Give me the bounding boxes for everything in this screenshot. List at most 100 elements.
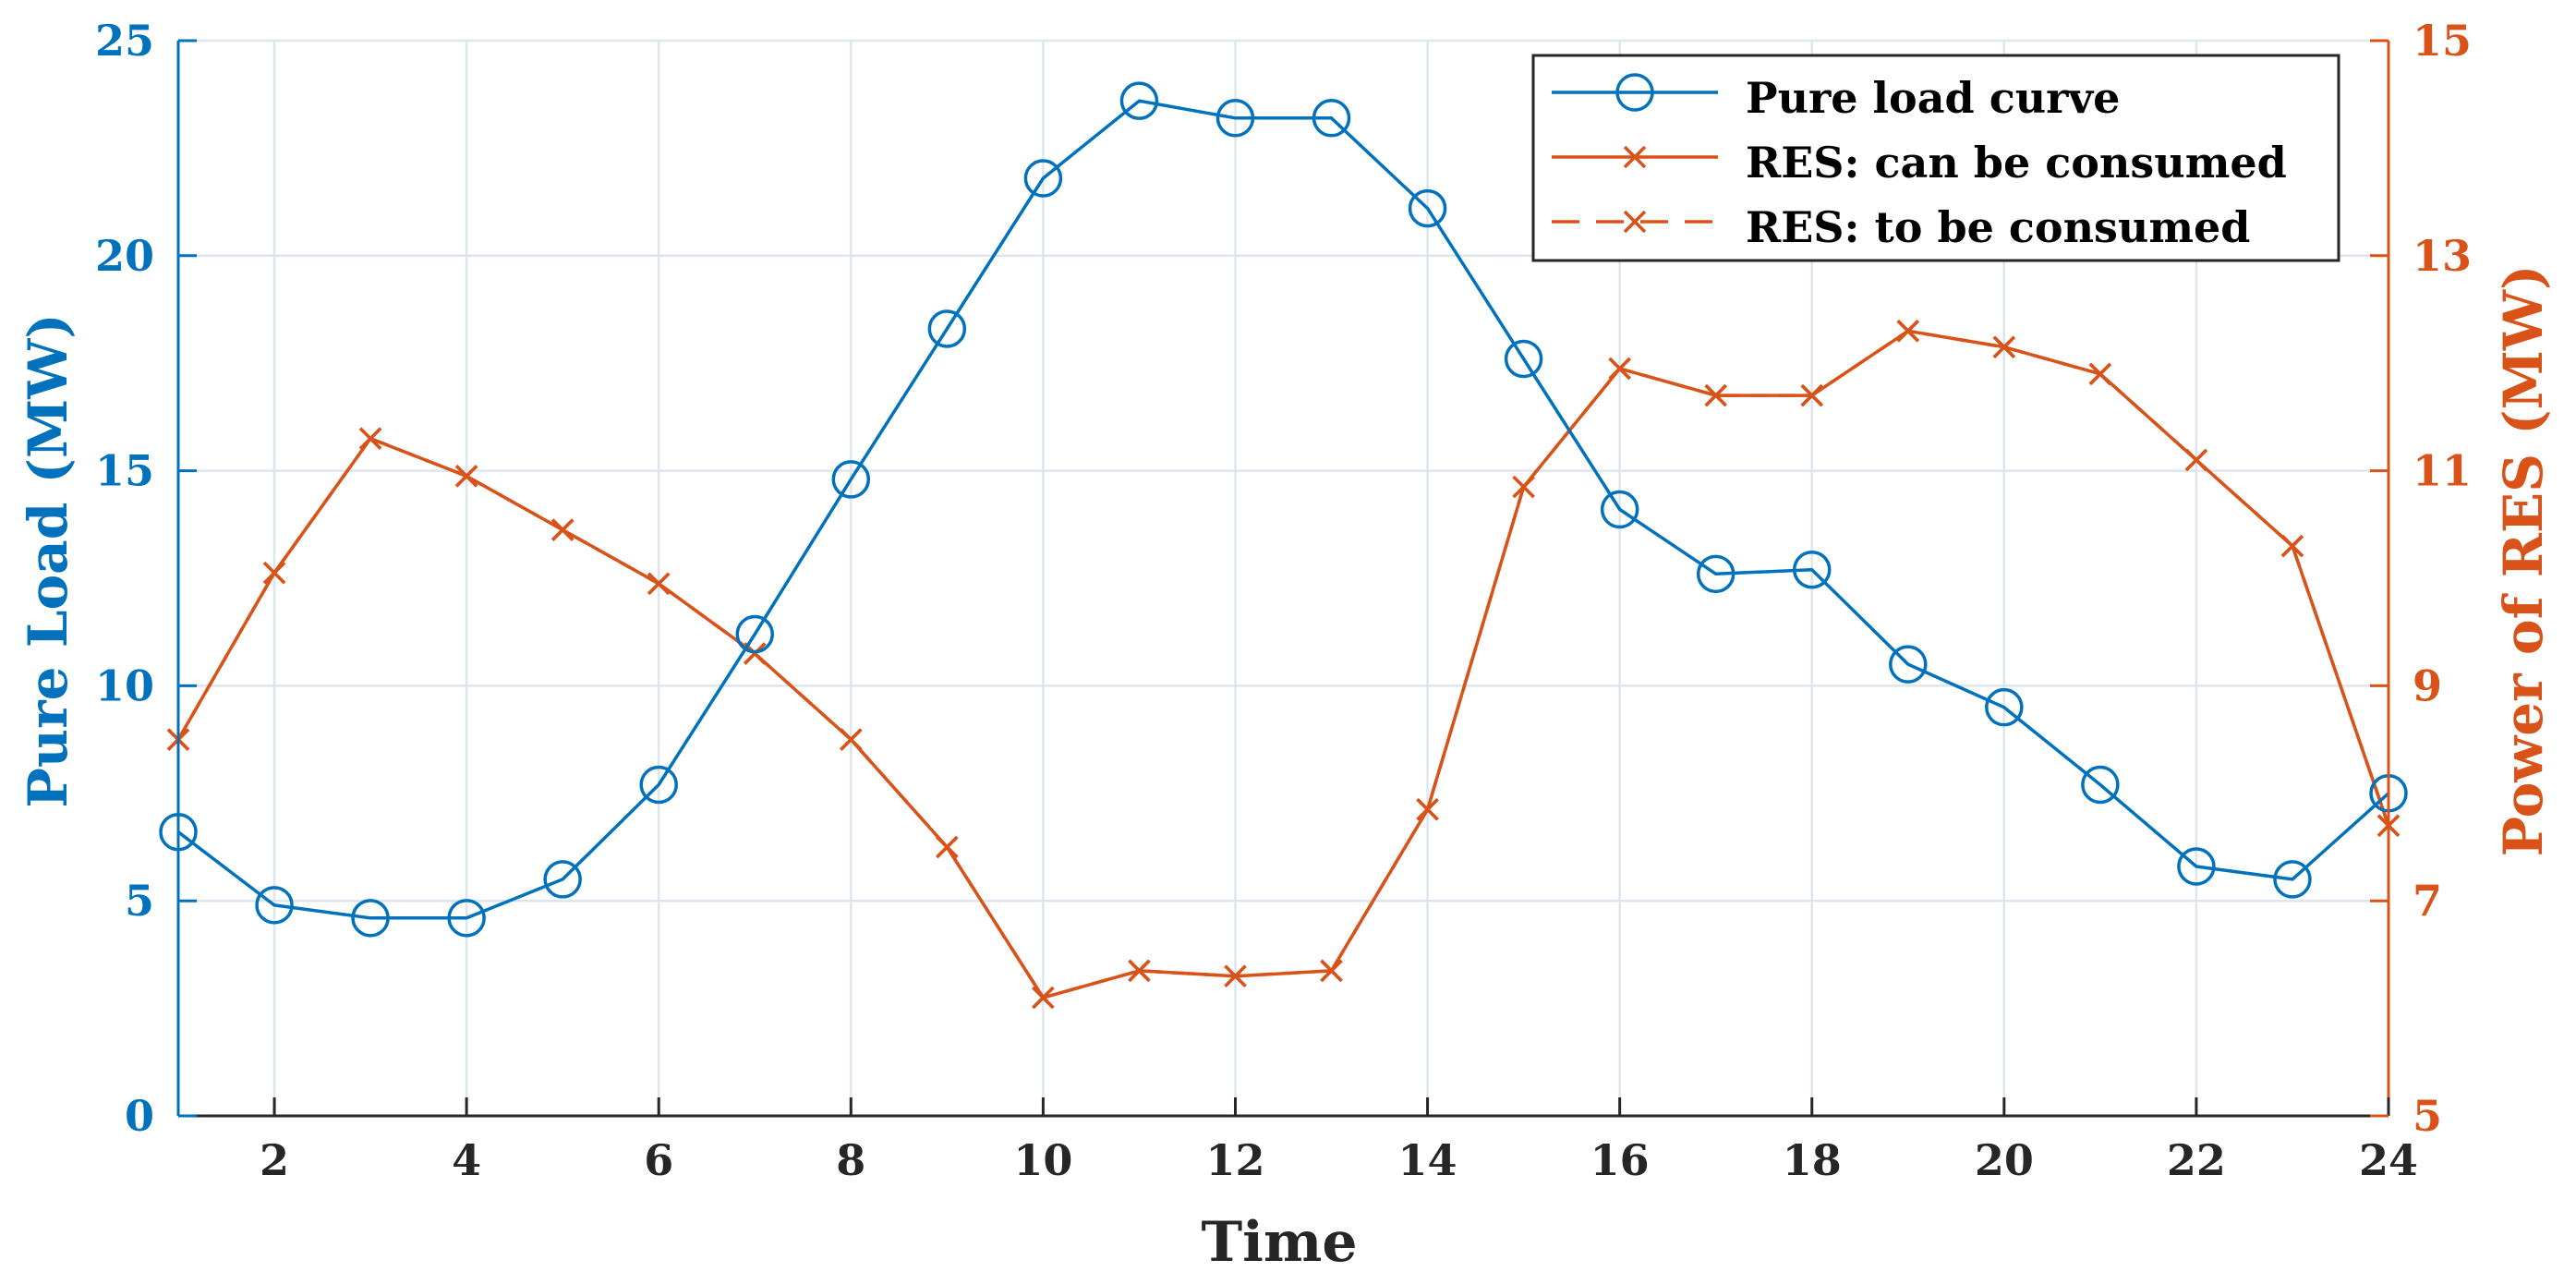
y-axis-label-left: Pure Load (MW) <box>17 313 79 807</box>
y-tick-label-right: 15 <box>2413 16 2472 66</box>
data-point <box>2177 847 2216 886</box>
marker-stroke <box>1512 475 1535 499</box>
data-point <box>1985 687 2024 727</box>
legend-sample-res-to <box>1552 210 1718 234</box>
data-point <box>1704 383 1727 407</box>
x-tick-label: 10 <box>1013 1135 1072 1185</box>
data-point <box>447 899 486 938</box>
x-tick-label: 22 <box>2167 1135 2226 1185</box>
data-point <box>1128 959 1151 983</box>
data-point <box>1320 959 1343 983</box>
marker-stroke <box>1704 383 1727 407</box>
y-tick-label-left: 5 <box>125 876 154 926</box>
data-point <box>735 614 775 654</box>
data-point <box>1119 81 1159 120</box>
data-point <box>647 572 671 596</box>
marker-stroke <box>262 561 286 585</box>
data-point <box>1032 986 1055 1010</box>
data-point <box>2081 765 2120 805</box>
y-tick-label-left: 15 <box>95 446 154 496</box>
x-tick-label: 4 <box>452 1135 481 1185</box>
data-point <box>1408 188 1447 228</box>
marker-stroke <box>550 518 574 541</box>
data-point <box>831 460 871 499</box>
data-point <box>2184 448 2208 472</box>
data-point <box>1224 964 1247 987</box>
marker-stroke <box>647 572 671 596</box>
marker-stroke <box>1128 959 1151 983</box>
series-line <box>176 329 2390 999</box>
data-point <box>1992 335 2016 358</box>
y-tick-label-left: 10 <box>95 660 154 710</box>
marker-stroke <box>1608 357 1631 381</box>
data-point <box>351 899 390 938</box>
data-point <box>1896 320 1920 343</box>
data-point <box>255 886 294 925</box>
marker-stroke <box>936 835 959 859</box>
y-tick-label-left: 20 <box>95 231 154 281</box>
x-tick-label: 12 <box>1205 1135 1264 1185</box>
series-pure-load-curve <box>159 81 2408 938</box>
data-point <box>2273 860 2312 899</box>
y-tick-label-left: 0 <box>125 1091 154 1141</box>
legend-label-res-can: RES: can be consumed <box>1746 138 2287 188</box>
legend-marker <box>1623 145 1647 169</box>
marker-stroke <box>1224 964 1247 987</box>
legend-label-res-to: RES: to be consumed <box>1746 202 2250 252</box>
data-point <box>639 765 678 805</box>
data-point <box>1312 99 1351 138</box>
data-point <box>1800 383 1823 407</box>
data-point <box>550 518 574 541</box>
marker-stroke <box>1032 986 1055 1010</box>
x-tick-label: 20 <box>1975 1135 2034 1185</box>
legend-sample-pure-load <box>1552 73 1718 112</box>
data-point <box>1600 490 1639 529</box>
x-tick-label: 6 <box>644 1135 673 1185</box>
data-point <box>1023 159 1063 198</box>
data-point <box>454 465 478 488</box>
data-point <box>1608 357 1631 381</box>
marker-stroke <box>1896 320 1920 343</box>
y-tick-label-right: 5 <box>2413 1091 2442 1141</box>
series-res-can-be-consumed <box>166 320 2401 1010</box>
data-point <box>1889 645 1928 684</box>
y-tick-label-left: 25 <box>95 16 154 66</box>
y-tick-label-right: 11 <box>2413 446 2472 496</box>
legend-label-pure-load: Pure load curve <box>1746 73 2120 123</box>
axes <box>176 39 2390 1118</box>
x-tick-label: 24 <box>2359 1135 2418 1185</box>
data-point <box>1215 99 1255 138</box>
marker-stroke <box>1800 383 1823 407</box>
y-tick-label-right: 9 <box>2413 660 2442 710</box>
data-point <box>358 427 382 450</box>
x-tick-label: 18 <box>1783 1135 1842 1185</box>
legend-marker <box>1623 210 1647 234</box>
legend-marker <box>1615 73 1654 112</box>
marker-stroke <box>2280 534 2304 558</box>
x-tick-label: 8 <box>836 1135 865 1185</box>
data-point <box>936 835 959 859</box>
y-axis-label-right: Power of RES (MW) <box>2492 265 2555 857</box>
x-tick-label: 14 <box>1398 1135 1457 1185</box>
data-point <box>1696 554 1735 594</box>
data-point <box>927 309 967 348</box>
data-point <box>543 860 582 899</box>
marker-stroke <box>744 642 767 665</box>
marker-stroke <box>1416 798 1439 821</box>
marker-stroke <box>358 427 382 450</box>
marker-stroke <box>2184 448 2208 472</box>
x-tick-label: 2 <box>260 1135 289 1185</box>
marker-stroke <box>1320 959 1343 983</box>
legend: Pure load curve RES: can be consumed RES… <box>1531 54 2340 262</box>
data-point <box>1792 550 1832 589</box>
x-tick-label: 16 <box>1590 1135 1650 1185</box>
x-axis-label: Time <box>1201 1210 1357 1275</box>
data-point <box>1504 339 1543 379</box>
marker-stroke <box>840 728 863 751</box>
y-tick-label-right: 7 <box>2413 876 2442 926</box>
data-point <box>262 561 286 585</box>
data-point <box>840 728 863 751</box>
marker-stroke <box>2088 362 2112 386</box>
